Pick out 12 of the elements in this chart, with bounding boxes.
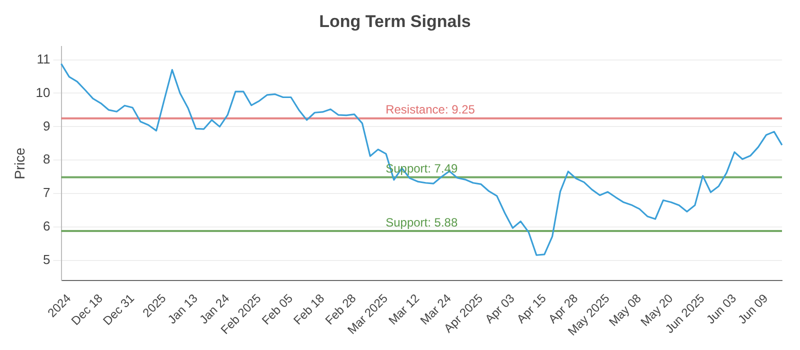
ref-line-label: Support: 5.88 [386,215,458,230]
y-tick-label: 5 [43,252,50,268]
y-axis-title: Price [11,147,28,180]
y-tick-label: 10 [36,84,50,100]
y-tick-label: 8 [43,152,50,167]
y-tick-label: 11 [36,51,50,66]
y-tick-label: 7 [43,185,50,200]
chart-title: Long Term Signals [319,12,471,31]
ref-line-label: Resistance: 9.25 [386,102,476,117]
y-tick-label: 9 [43,118,50,134]
x-tick-label: Jan 13 [164,290,201,327]
y-tick-label: 6 [43,218,50,234]
